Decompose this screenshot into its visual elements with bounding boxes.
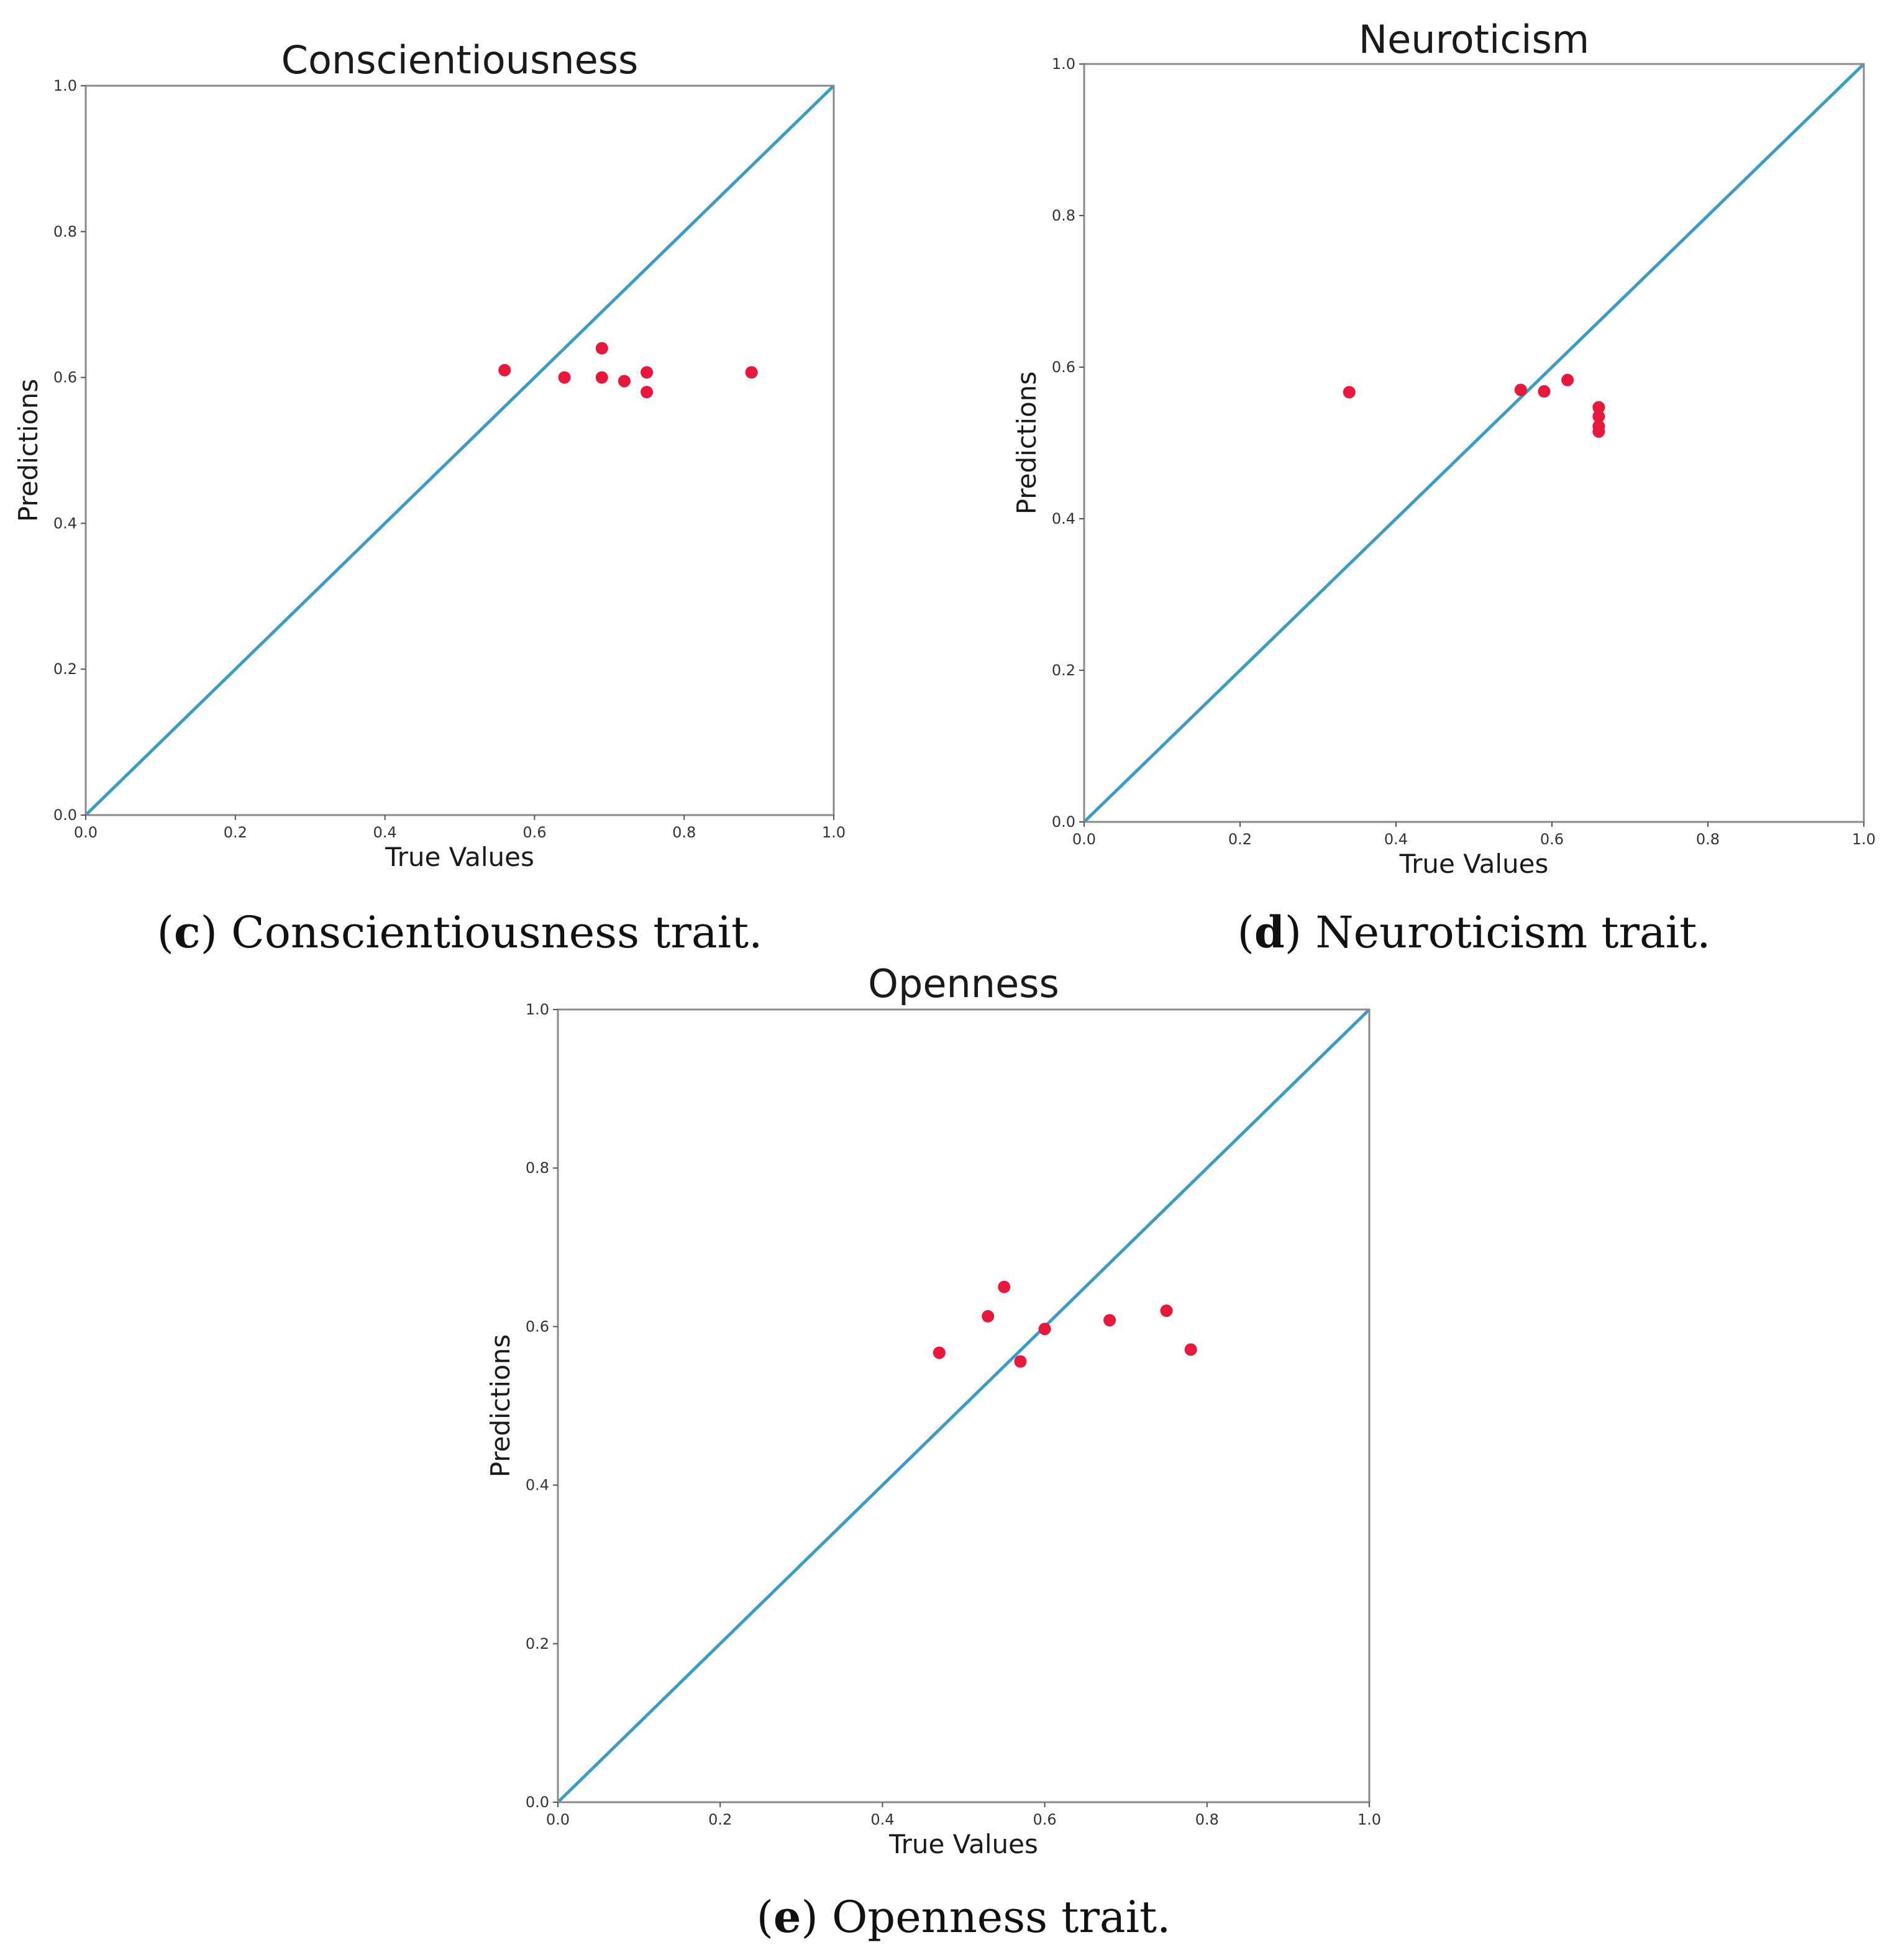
data-point bbox=[595, 371, 608, 384]
y-tick-label: 1.0 bbox=[526, 1001, 549, 1018]
x-tick-label: 1.0 bbox=[1852, 831, 1876, 848]
caption-text: Conscientiousness trait. bbox=[231, 907, 762, 958]
y-tick-label: 1.0 bbox=[53, 77, 77, 94]
data-point bbox=[745, 366, 758, 379]
y-axis-label: Predictions bbox=[1011, 371, 1042, 515]
x-tick-label: 0.8 bbox=[672, 824, 696, 841]
data-point bbox=[1538, 385, 1551, 398]
x-tick-label: 0.0 bbox=[1072, 831, 1096, 848]
x-tick-label: 1.0 bbox=[1357, 1811, 1381, 1828]
caption-paren-open: ( bbox=[757, 1892, 773, 1943]
y-tick-label: 0.4 bbox=[53, 514, 77, 532]
caption-text: Neuroticism trait. bbox=[1315, 907, 1710, 958]
y-tick-label: 0.6 bbox=[1052, 358, 1075, 376]
data-point bbox=[1343, 386, 1356, 399]
data-point bbox=[1184, 1343, 1197, 1356]
panel-caption: (e) Openness trait. bbox=[757, 1891, 1171, 1943]
data-point bbox=[1103, 1314, 1116, 1327]
x-axis-label: True Values bbox=[888, 1829, 1038, 1859]
y-tick-label: 0.4 bbox=[526, 1477, 549, 1494]
x-tick-label: 0.4 bbox=[373, 824, 397, 841]
data-point bbox=[558, 371, 571, 384]
reference-diagonal-line bbox=[84, 84, 835, 816]
y-axis-label: Predictions bbox=[485, 1334, 516, 1478]
y-tick-label: 0.2 bbox=[1052, 662, 1075, 679]
caption-paren-open: ( bbox=[1238, 907, 1254, 958]
panel-caption: (c) Conscientiousness trait. bbox=[157, 906, 763, 958]
chart-title: Conscientiousness bbox=[281, 37, 639, 83]
y-tick-label: 0.2 bbox=[526, 1635, 549, 1652]
y-tick-label: 0.6 bbox=[526, 1318, 549, 1335]
y-tick-label: 0.8 bbox=[1052, 207, 1075, 224]
data-point bbox=[641, 366, 653, 379]
x-axis-label: True Values bbox=[1399, 849, 1549, 879]
chart-panel-e: Openness 0.0 0.2 0.4 0.6 0.8 1.0 0.0 0.2 0.4 0.6 0.… bbox=[485, 961, 1381, 1943]
y-tick-label: 0.8 bbox=[526, 1159, 549, 1177]
caption-paren-close: ) bbox=[801, 1892, 832, 1943]
caption-letter: d bbox=[1254, 906, 1285, 958]
plot-frame bbox=[84, 84, 835, 816]
data-point bbox=[498, 363, 511, 376]
reference-diagonal-line bbox=[557, 1008, 1371, 1803]
x-tick-label: 0.8 bbox=[1195, 1811, 1219, 1828]
x-tick-label: 0.0 bbox=[546, 1811, 570, 1828]
y-axis-label: Predictions bbox=[13, 379, 43, 522]
chart-title: Neuroticism bbox=[1359, 17, 1589, 62]
x-tick-label: 0.8 bbox=[1696, 831, 1720, 848]
data-point bbox=[595, 342, 608, 355]
data-point bbox=[1592, 401, 1605, 414]
y-tick-label: 0.2 bbox=[53, 660, 77, 678]
caption-text: Openness trait. bbox=[832, 1892, 1170, 1943]
chart-title: Openness bbox=[868, 961, 1059, 1006]
caption-paren-close: ) bbox=[1285, 907, 1316, 958]
reference-diagonal-line bbox=[1083, 63, 1865, 823]
y-tick-label: 0.8 bbox=[53, 223, 77, 240]
y-tick-label: 0.0 bbox=[53, 806, 77, 824]
data-point bbox=[982, 1310, 995, 1323]
data-point bbox=[1592, 410, 1605, 423]
data-point bbox=[1561, 373, 1574, 386]
plot-frame bbox=[1083, 63, 1865, 823]
panel-caption: (d) Neuroticism trait. bbox=[1238, 906, 1711, 958]
y-tick-label: 0.4 bbox=[1052, 510, 1075, 527]
data-point bbox=[1592, 425, 1605, 438]
plot-frame bbox=[557, 1008, 1371, 1803]
x-tick-label: 0.0 bbox=[74, 824, 98, 841]
data-point bbox=[618, 375, 631, 388]
chart-panel-c: Conscientiousness 0.0 0.2 0.4 0.6 0.8 1.0 0.0 0.… bbox=[13, 37, 846, 958]
caption-paren-open: ( bbox=[157, 907, 174, 958]
y-tick-label: 0.6 bbox=[53, 369, 77, 386]
x-tick-label: 0.2 bbox=[1228, 831, 1252, 848]
chart-panel-d: Neuroticism 0.0 0.2 0.4 0.6 0.8 1.0 0.0 0.2 0.4 0.… bbox=[1011, 17, 1876, 958]
x-tick-label: 1.0 bbox=[822, 824, 846, 841]
x-axis-label: True Values bbox=[385, 842, 534, 872]
x-tick-label: 0.6 bbox=[522, 824, 546, 841]
y-tick-label: 1.0 bbox=[1052, 55, 1075, 73]
data-point bbox=[998, 1280, 1011, 1293]
x-tick-label: 0.6 bbox=[1540, 831, 1564, 848]
data-point bbox=[1160, 1304, 1173, 1317]
y-tick-label: 0.0 bbox=[526, 1794, 549, 1811]
data-point bbox=[933, 1346, 946, 1359]
caption-letter: e bbox=[773, 1891, 801, 1943]
x-tick-label: 0.6 bbox=[1033, 1811, 1057, 1828]
data-point bbox=[1514, 383, 1527, 396]
y-tick-label: 0.0 bbox=[1052, 813, 1075, 831]
caption-letter: c bbox=[174, 906, 201, 958]
data-point bbox=[1014, 1355, 1027, 1368]
caption-paren-close: ) bbox=[201, 907, 232, 958]
x-tick-label: 0.4 bbox=[1384, 831, 1408, 848]
x-tick-label: 0.2 bbox=[708, 1811, 732, 1828]
data-point bbox=[641, 386, 653, 399]
data-point bbox=[1038, 1323, 1051, 1336]
x-tick-label: 0.2 bbox=[224, 824, 247, 841]
x-tick-label: 0.4 bbox=[870, 1811, 894, 1828]
